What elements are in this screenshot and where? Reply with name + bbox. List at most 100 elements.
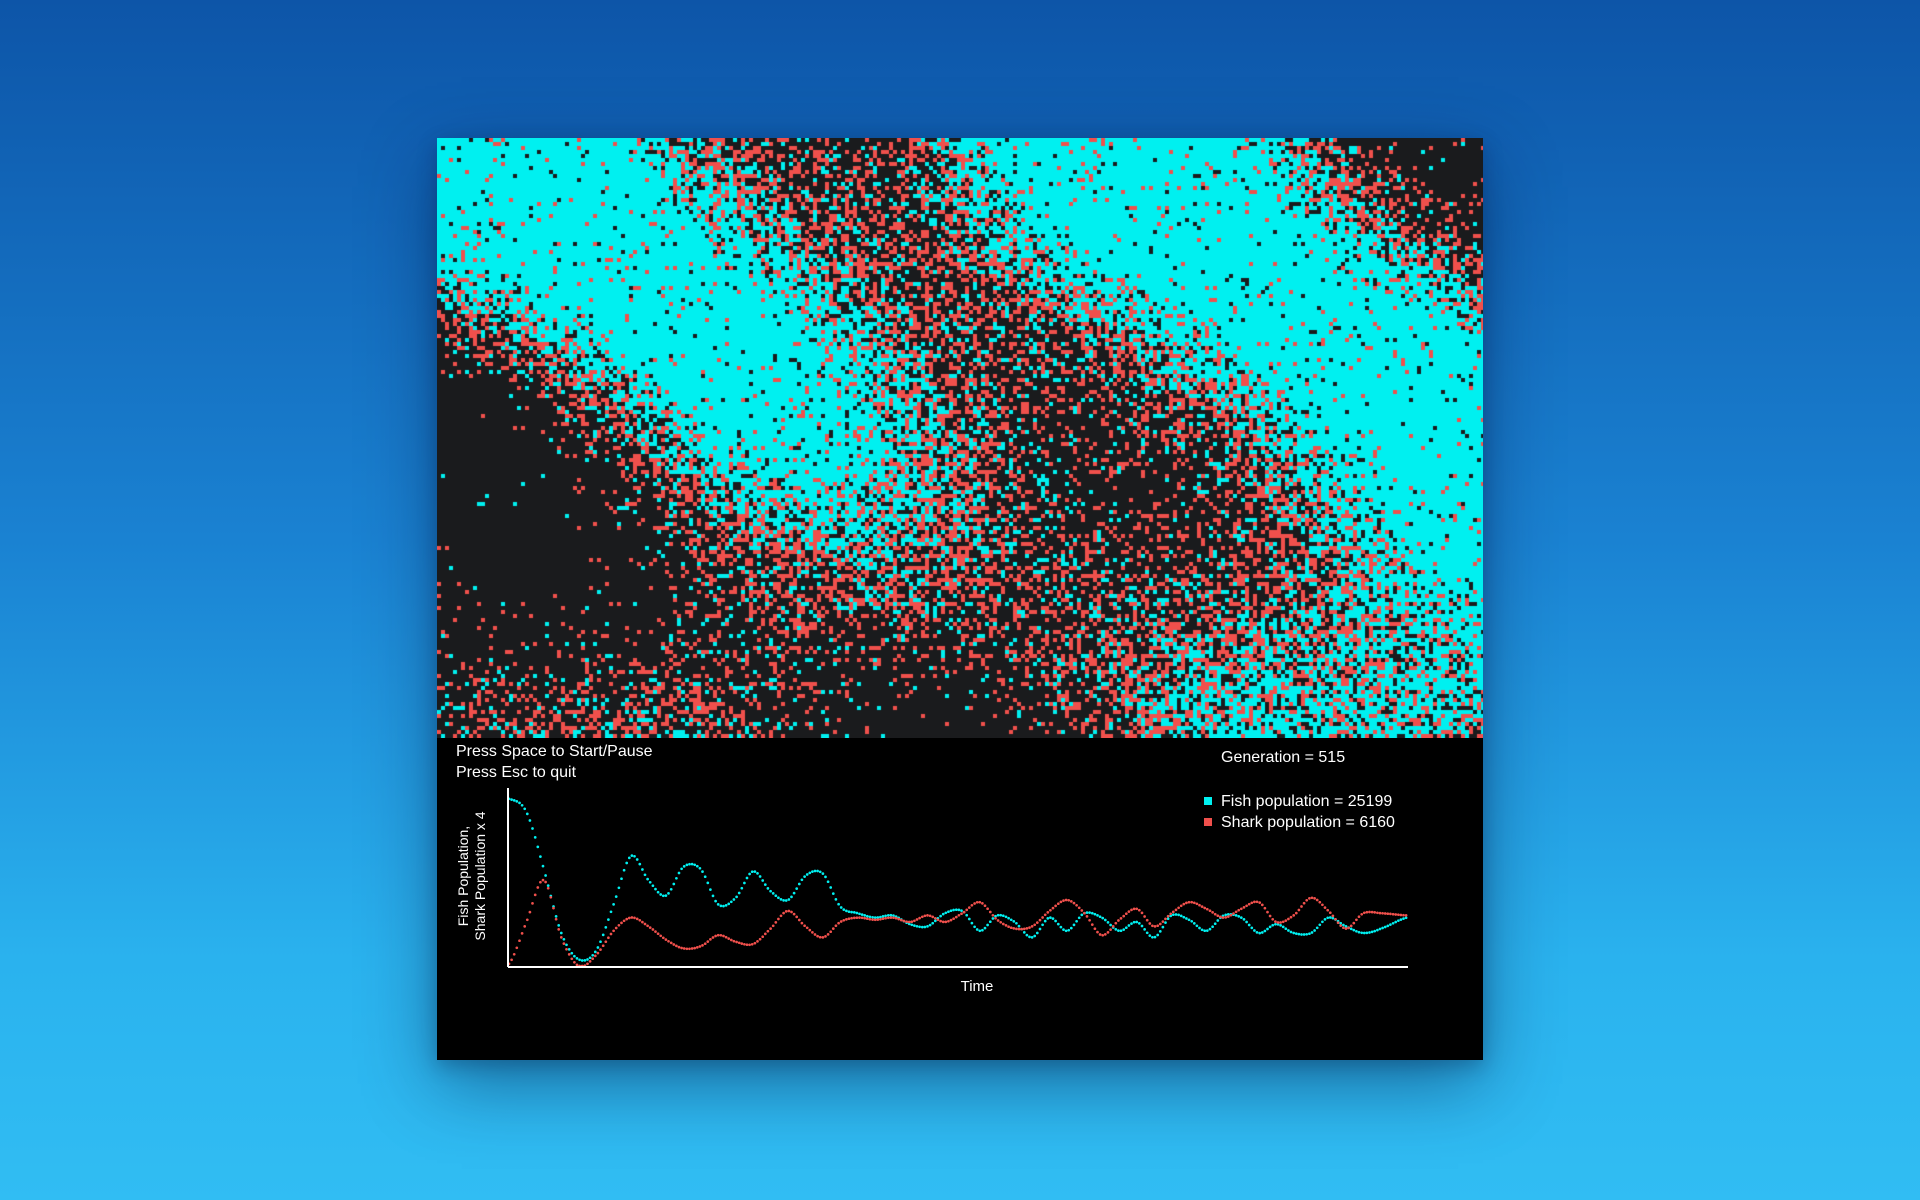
series-point	[1396, 913, 1400, 917]
series-point	[758, 875, 762, 878]
series-point	[1190, 919, 1194, 923]
series-point	[931, 915, 935, 919]
series-point	[1007, 916, 1010, 920]
series-point	[724, 935, 728, 939]
series-point	[1308, 932, 1311, 936]
series-point	[627, 916, 631, 920]
series-point	[698, 866, 702, 870]
series-point	[1368, 910, 1371, 914]
series-point	[766, 929, 770, 933]
series-point	[1117, 919, 1120, 922]
series-point	[761, 935, 765, 939]
series-point	[1342, 926, 1345, 930]
series-point	[1143, 915, 1146, 918]
series-point	[813, 933, 817, 936]
series-point	[612, 929, 615, 933]
series-point	[881, 915, 885, 918]
series-point	[703, 875, 707, 879]
series-point	[941, 920, 945, 924]
series-point	[685, 947, 689, 951]
series-point	[614, 895, 618, 898]
series-point	[740, 886, 744, 890]
series-point	[884, 916, 887, 920]
series-point	[523, 807, 527, 811]
series-point	[1247, 902, 1251, 906]
series-point	[1328, 916, 1332, 919]
series-point	[1080, 909, 1084, 912]
series-point	[1297, 908, 1301, 912]
series-point	[902, 919, 906, 923]
series-point	[659, 893, 663, 896]
series-point	[1326, 916, 1330, 920]
series-point	[617, 923, 621, 927]
series-point	[732, 939, 736, 943]
series-point	[1179, 914, 1183, 918]
series-point	[965, 908, 969, 912]
series-point	[928, 914, 932, 918]
series-point	[1274, 922, 1277, 926]
series-point	[1402, 913, 1405, 917]
series-point	[729, 900, 733, 904]
series-point	[939, 914, 942, 918]
wator-simulation-window[interactable]: Press Space to Start/Pause Press Esc to …	[437, 138, 1483, 1060]
series-point	[926, 914, 929, 917]
series-point	[1098, 933, 1102, 936]
series-point	[575, 963, 579, 967]
series-point	[761, 879, 765, 882]
series-point	[863, 916, 867, 920]
series-point	[1344, 925, 1348, 928]
series-point	[695, 864, 699, 868]
series-point	[1132, 907, 1136, 911]
series-point	[1352, 921, 1356, 925]
series-point	[528, 910, 532, 914]
series-point	[565, 947, 568, 951]
series-point	[544, 874, 547, 877]
series-point	[669, 941, 673, 945]
series-point	[601, 933, 605, 937]
series-point	[1177, 906, 1180, 910]
series-point	[714, 899, 717, 903]
series-point	[711, 936, 715, 939]
series-point	[612, 903, 615, 906]
series-point	[1077, 906, 1081, 910]
series-point	[1145, 931, 1149, 935]
series-point	[1046, 917, 1050, 920]
series-point	[1187, 900, 1191, 904]
series-point	[1046, 911, 1050, 914]
series-point	[1075, 903, 1078, 907]
series-point	[1205, 929, 1209, 932]
series-point	[769, 927, 772, 930]
series-point	[1373, 911, 1377, 914]
series-point	[1051, 906, 1055, 910]
series-point	[1370, 930, 1374, 934]
series-point	[811, 931, 814, 934]
series-point	[871, 915, 874, 919]
series-point	[944, 911, 948, 915]
series-point	[722, 904, 725, 908]
series-point	[643, 922, 647, 926]
series-point	[813, 869, 817, 873]
series-point	[1402, 917, 1405, 920]
series-point	[816, 869, 819, 873]
series-point	[1389, 923, 1392, 926]
series-point	[808, 871, 812, 875]
series-point	[865, 917, 869, 921]
series-point	[1077, 916, 1081, 920]
series-point	[748, 943, 751, 947]
series-point	[1279, 921, 1282, 924]
series-point	[954, 908, 958, 912]
series-point	[1022, 931, 1026, 934]
series-point	[1109, 923, 1112, 927]
series-point	[824, 875, 827, 879]
series-point	[1101, 916, 1105, 920]
series-point	[515, 946, 519, 950]
series-point	[1117, 929, 1120, 932]
series-point	[669, 887, 673, 891]
series-point	[1203, 929, 1207, 933]
series-point	[1148, 934, 1152, 937]
series-point	[1216, 919, 1220, 922]
series-point	[933, 919, 937, 923]
series-point	[1342, 923, 1345, 927]
series-point	[620, 921, 623, 925]
series-point	[1357, 915, 1361, 919]
